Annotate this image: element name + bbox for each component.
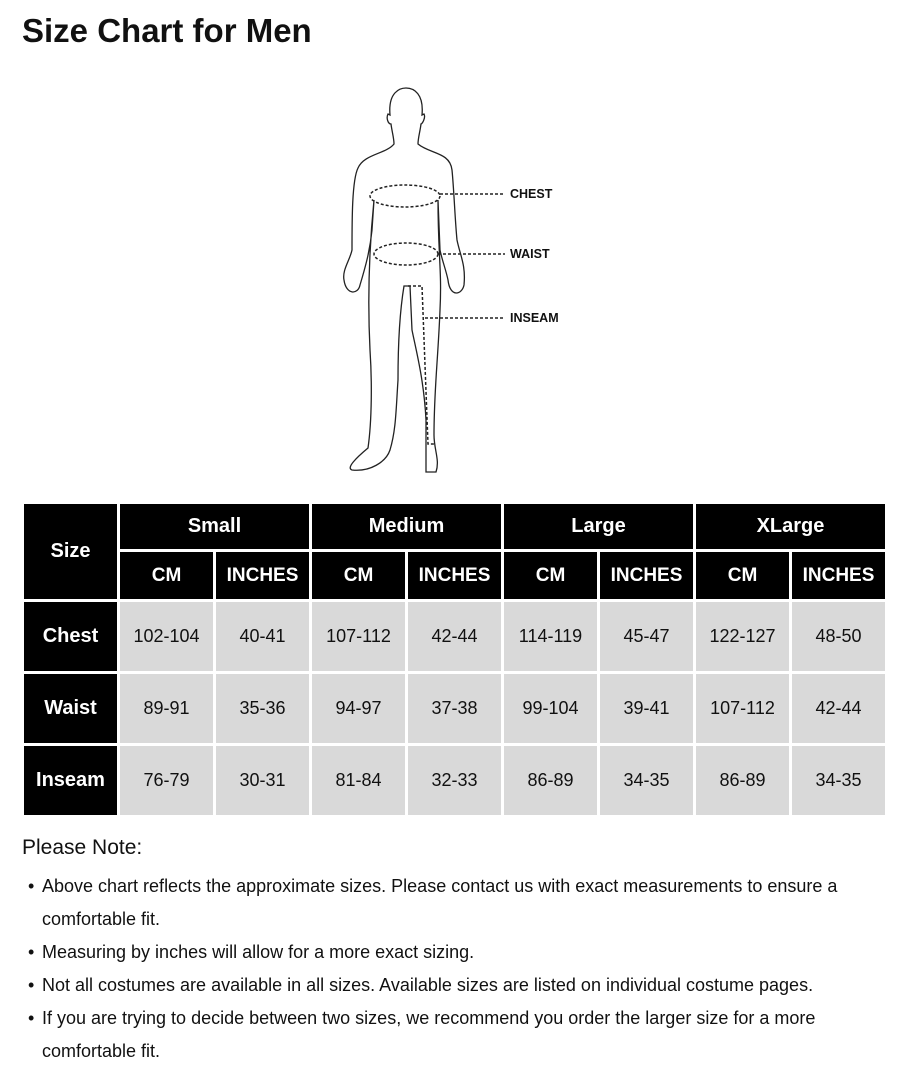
- unit-header-inches: INCHES: [408, 552, 501, 599]
- table-cell: 30-31: [216, 746, 309, 815]
- table-cell: 86-89: [696, 746, 789, 815]
- table-row: Chest 102-104 40-41 107-112 42-44 114-119 45-4…: [24, 602, 885, 671]
- notes-list: Above chart reflects the approximate siz…: [22, 870, 892, 1068]
- table-cell: 114-119: [504, 602, 597, 671]
- inseam-label: INSEAM: [510, 311, 559, 325]
- unit-header-cm: CM: [504, 552, 597, 599]
- unit-header-inches: INCHES: [792, 552, 885, 599]
- table-cell: 35-36: [216, 674, 309, 743]
- table-cell: 102-104: [120, 602, 213, 671]
- row-header: Waist: [24, 674, 117, 743]
- group-header-small: Small: [120, 504, 309, 549]
- size-header: Size: [24, 504, 117, 599]
- table-cell: 42-44: [408, 602, 501, 671]
- row-header: Chest: [24, 602, 117, 671]
- table-row: Inseam 76-79 30-31 81-84 32-33 86-89 34-35 86-8…: [24, 746, 885, 815]
- table-cell: 37-38: [408, 674, 501, 743]
- table-cell: 40-41: [216, 602, 309, 671]
- body-measurement-figure: CHEST WAIST INSEAM: [343, 87, 559, 473]
- table-cell: 94-97: [312, 674, 405, 743]
- table-cell: 107-112: [312, 602, 405, 671]
- notes-section: Please Note: Above chart reflects the ap…: [22, 836, 892, 1068]
- table-cell: 45-47: [600, 602, 693, 671]
- note-item: Not all costumes are available in all si…: [22, 969, 892, 1002]
- note-item: If you are trying to decide between two …: [22, 1002, 892, 1068]
- page-title: Size Chart for Men: [22, 12, 312, 49]
- table-cell: 76-79: [120, 746, 213, 815]
- group-header-medium: Medium: [312, 504, 501, 549]
- unit-header-cm: CM: [120, 552, 213, 599]
- unit-header-cm: CM: [312, 552, 405, 599]
- group-header-xlarge: XLarge: [696, 504, 885, 549]
- table-cell: 39-41: [600, 674, 693, 743]
- table-cell: 99-104: [504, 674, 597, 743]
- unit-header-cm: CM: [696, 552, 789, 599]
- table-cell: 107-112: [696, 674, 789, 743]
- chest-label: CHEST: [510, 187, 553, 201]
- chest-measure-ellipse: [369, 184, 441, 208]
- row-header: Inseam: [24, 746, 117, 815]
- group-header-large: Large: [504, 504, 693, 549]
- size-table: Size Small Medium Large XLarge CM INCHES C…: [21, 501, 888, 818]
- table-cell: 42-44: [792, 674, 885, 743]
- table-cell: 86-89: [504, 746, 597, 815]
- body-outline-icon: [343, 87, 466, 473]
- table-cell: 122-127: [696, 602, 789, 671]
- table-cell: 81-84: [312, 746, 405, 815]
- table-cell: 34-35: [600, 746, 693, 815]
- notes-heading: Please Note:: [22, 836, 143, 859]
- table-cell: 48-50: [792, 602, 885, 671]
- table-cell: 32-33: [408, 746, 501, 815]
- waist-label: WAIST: [510, 247, 550, 261]
- table-row: Waist 89-91 35-36 94-97 37-38 99-104 39-41 107-…: [24, 674, 885, 743]
- unit-header-inches: INCHES: [216, 552, 309, 599]
- unit-header-inches: INCHES: [600, 552, 693, 599]
- waist-measure-ellipse: [373, 242, 439, 266]
- table-cell: 34-35: [792, 746, 885, 815]
- table-cell: 89-91: [120, 674, 213, 743]
- note-item: Measuring by inches will allow for a mor…: [22, 936, 892, 969]
- note-item: Above chart reflects the approximate siz…: [22, 870, 892, 936]
